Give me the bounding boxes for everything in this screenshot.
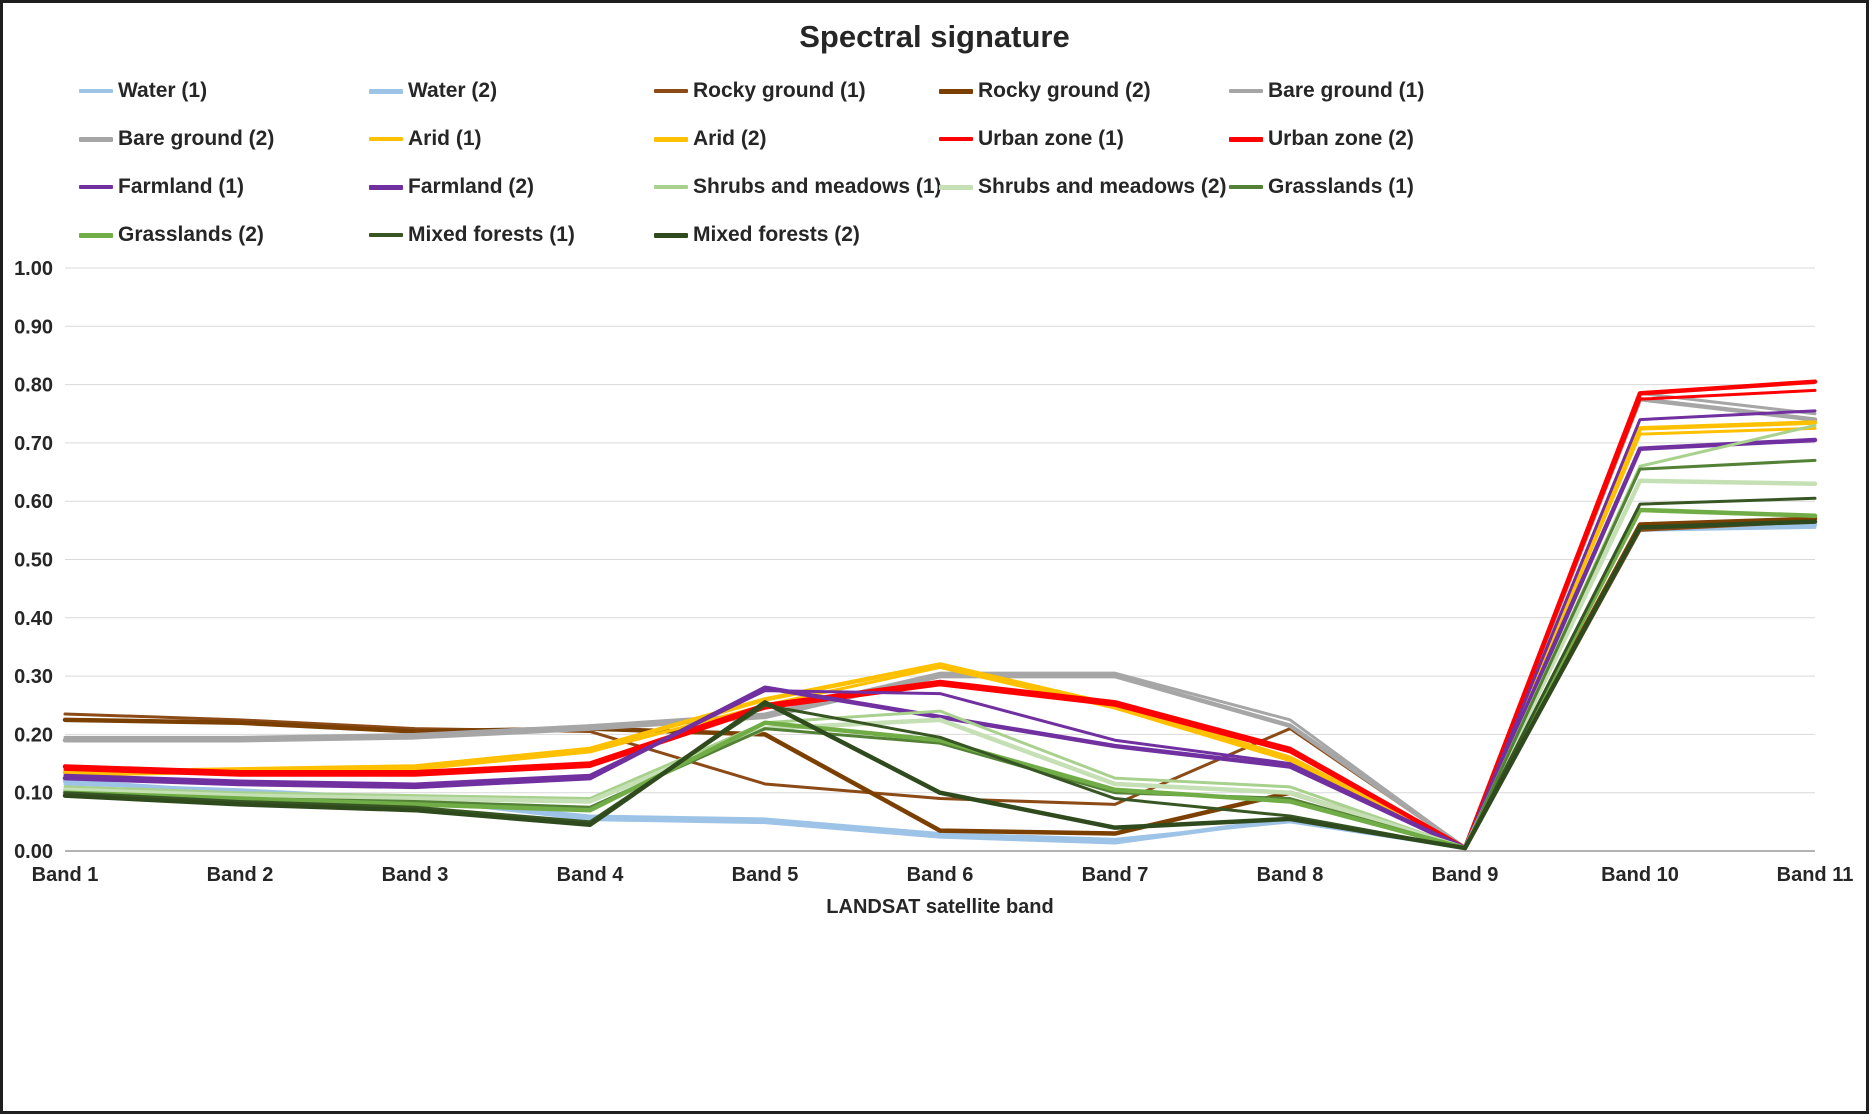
x-tick-label-band-10: Band 10 — [1601, 864, 1679, 886]
legend-item-arid-1: Arid (1) — [369, 127, 654, 151]
x-tick-label-band-6: Band 6 — [907, 864, 974, 886]
legend-label: Grasslands (2) — [118, 223, 264, 246]
legend-label: Urban zone (2) — [1268, 127, 1414, 150]
legend-label: Urban zone (1) — [978, 127, 1124, 150]
legend-item-urban-zone-2: Urban zone (2) — [1229, 127, 1424, 151]
legend-swatch-icon — [939, 137, 973, 141]
legend-swatch-icon — [79, 185, 113, 189]
legend-swatch-icon — [79, 136, 113, 142]
legend-item-shrubs-and-meadows-1: Shrubs and meadows (1) — [654, 175, 942, 199]
x-tick-label-band-5: Band 5 — [732, 864, 799, 886]
series-line-farmland-2 — [62, 437, 1818, 851]
y-tick-label: 0.90 — [14, 316, 53, 338]
legend-label: Arid (1) — [408, 127, 482, 150]
legend-item-rocky-ground-1: Rocky ground (1) — [654, 79, 939, 103]
legend-swatch-icon — [939, 88, 973, 94]
legend-label: Water (1) — [118, 79, 208, 102]
legend-label: Water (2) — [408, 79, 498, 102]
legend-label: Farmland (2) — [408, 175, 535, 198]
legend-label: Mixed forests (1) — [408, 223, 575, 246]
legend-item-arid-2: Arid (2) — [654, 127, 939, 151]
legend-item-grasslands-1: Grasslands (1) — [1229, 175, 1424, 199]
series-line-urban-zone-2 — [62, 379, 1818, 851]
x-tick-label-band-1: Band 1 — [32, 864, 99, 886]
legend-item-grasslands-2: Grasslands (2) — [79, 223, 369, 247]
legend-label: Grasslands (1) — [1268, 175, 1414, 198]
legend-swatch-icon — [654, 232, 688, 238]
series-line-mixed-forests-2 — [62, 519, 1818, 851]
legend-item-bare-ground-2: Bare ground (2) — [79, 127, 369, 151]
legend-swatch-icon — [79, 232, 113, 238]
legend-item-shrubs-and-meadows-2: Shrubs and meadows (2) — [939, 175, 1229, 199]
legend-item-rocky-ground-2: Rocky ground (2) — [939, 79, 1229, 103]
chart-plot-area: 0.00 0.10 0.20 0.30 0.40 0.50 0.60 0.70 0.80 0.90… — [14, 258, 1854, 918]
legend-swatch-icon — [939, 184, 973, 190]
series-line-shrubs-and-meadows-2 — [62, 478, 1818, 851]
x-tick-label-band-4: Band 4 — [557, 864, 625, 886]
legend-swatch-icon — [369, 233, 403, 237]
legend-label: Mixed forests (2) — [693, 223, 860, 246]
x-tick-label-band-8: Band 8 — [1257, 864, 1324, 886]
legend-item-farmland-1: Farmland (1) — [79, 175, 369, 199]
x-tick-label-band-7: Band 7 — [1082, 864, 1149, 886]
y-tick-label: 0.40 — [14, 608, 53, 630]
legend-label: Rocky ground (1) — [693, 79, 866, 102]
x-tick-label-band-9: Band 9 — [1432, 864, 1499, 886]
legend-item-mixed-forests-2: Mixed forests (2) — [654, 223, 939, 247]
x-axis-title: LANDSAT satellite band — [826, 896, 1053, 918]
legend-label: Rocky ground (2) — [978, 79, 1151, 102]
legend-swatch-icon — [369, 88, 403, 94]
x-tick-label-band-2: Band 2 — [207, 864, 274, 886]
legend-swatch-icon — [369, 184, 403, 190]
chart-legend: Water (1) Water (2) Rocky ground (1) Rocky … — [79, 67, 1424, 259]
y-tick-label: 0.80 — [14, 375, 53, 397]
legend-item-bare-ground-1: Bare ground (1) — [1229, 79, 1424, 103]
legend-label: Farmland (1) — [118, 175, 245, 198]
legend-item-water-1: Water (1) — [79, 79, 369, 103]
chart-title: Spectral signature — [799, 19, 1070, 54]
legend-label: Bare ground (2) — [118, 127, 275, 150]
legend-swatch-icon — [1229, 89, 1263, 93]
legend-item-urban-zone-1: Urban zone (1) — [939, 127, 1229, 151]
y-tick-label: 0.00 — [14, 841, 53, 863]
y-tick-label: 0.70 — [14, 433, 53, 455]
legend-swatch-icon — [654, 89, 688, 93]
y-tick-label: 0.30 — [14, 666, 53, 688]
legend-item-water-2: Water (2) — [369, 79, 654, 103]
legend-label: Shrubs and meadows (2) — [978, 175, 1227, 198]
legend-swatch-icon — [369, 137, 403, 141]
legend-swatch-icon — [1229, 185, 1263, 189]
legend-swatch-icon — [1229, 136, 1263, 142]
x-tick-label-band-3: Band 3 — [382, 864, 449, 886]
legend-item-farmland-2: Farmland (2) — [369, 175, 654, 199]
y-tick-label: 1.00 — [14, 258, 53, 280]
y-tick-label: 0.20 — [14, 724, 53, 746]
series-line-mixed-forests-1 — [63, 496, 1817, 850]
legend-item-mixed-forests-1: Mixed forests (1) — [369, 223, 654, 247]
y-tick-label: 0.50 — [14, 550, 53, 572]
legend-swatch-icon — [654, 136, 688, 142]
y-tick-label: 0.10 — [14, 783, 53, 805]
x-tick-label-band-11: Band 11 — [1777, 864, 1854, 886]
legend-swatch-icon — [654, 185, 688, 189]
legend-label: Bare ground (1) — [1268, 79, 1425, 102]
legend-swatch-icon — [79, 89, 113, 93]
y-tick-label: 0.60 — [14, 491, 53, 513]
legend-label: Shrubs and meadows (1) — [693, 175, 942, 198]
legend-label: Arid (2) — [693, 127, 767, 150]
series-line-farmland-1 — [63, 409, 1817, 850]
